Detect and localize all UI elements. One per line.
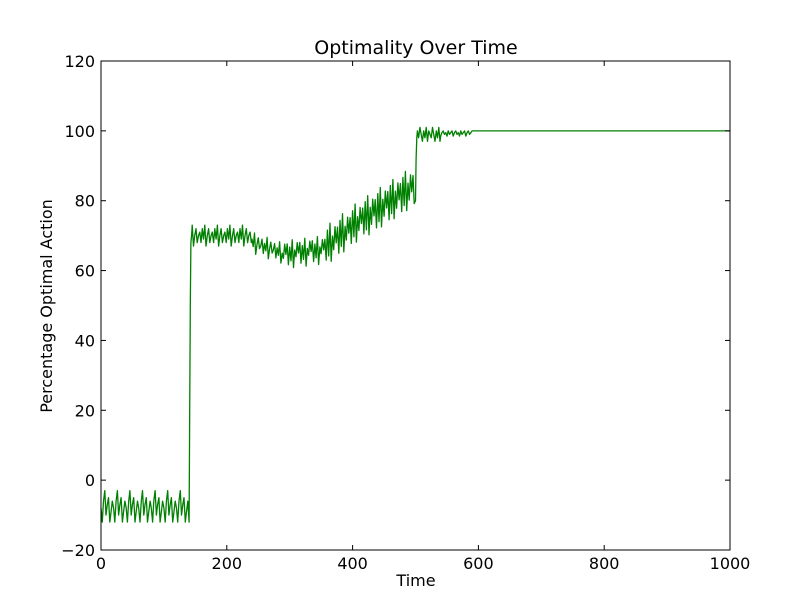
y-axis-label: Percentage Optimal Action — [37, 199, 56, 413]
y-tick-label: 100 — [64, 122, 95, 141]
x-tick-label: 800 — [589, 554, 620, 573]
y-tick-label: 20 — [75, 401, 95, 420]
x-axis-label: Time — [395, 571, 435, 590]
x-tick-label: 1000 — [710, 554, 751, 573]
x-tick-label: 200 — [212, 554, 243, 573]
plot-frame — [100, 60, 731, 551]
y-tick-label: 40 — [75, 331, 95, 350]
y-tick-label: 60 — [75, 262, 95, 281]
chart-title: Optimality Over Time — [314, 37, 517, 59]
y-tick-label: −20 — [61, 541, 95, 560]
x-tick-label: 0 — [96, 554, 106, 573]
plot-area — [100, 126, 730, 523]
y-tick-label: 120 — [64, 52, 95, 71]
y-tick-label: 80 — [75, 192, 95, 211]
series-line — [100, 126, 730, 523]
x-tick-label: 600 — [463, 554, 494, 573]
y-tick-label: 0 — [85, 471, 95, 490]
x-tick-label: 400 — [337, 554, 368, 573]
